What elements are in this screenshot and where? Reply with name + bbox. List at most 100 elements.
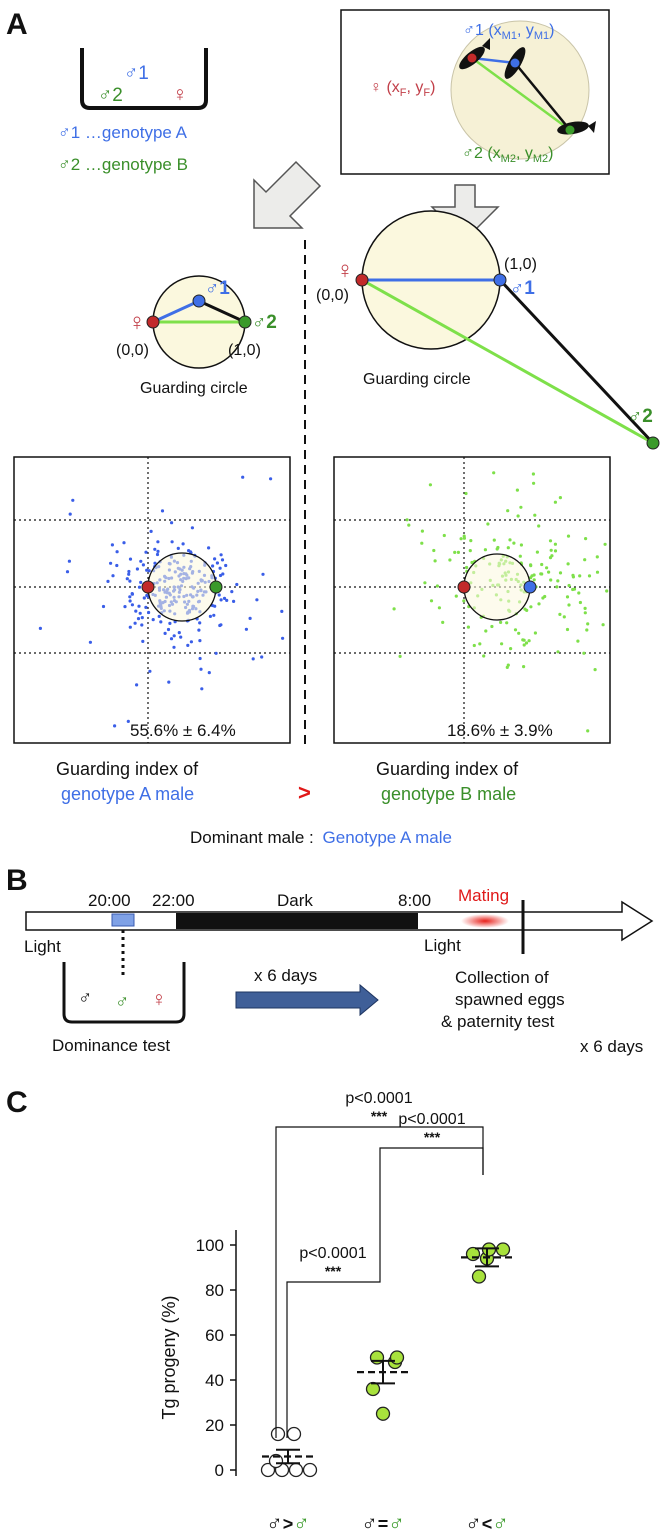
guarding-position-dot <box>540 562 544 567</box>
tank-male2-label: ♂2 <box>98 85 123 106</box>
left-male1-label: ♂1 <box>205 278 230 299</box>
guarding-position-dot <box>224 563 228 568</box>
guarding-position-dot <box>220 558 225 562</box>
guarding-position-dot <box>101 604 106 609</box>
guarding-position-dot <box>519 543 524 547</box>
guarding-position-dot <box>533 513 537 517</box>
guarding-position-dot <box>483 548 487 552</box>
guarding-position-dot <box>531 472 536 476</box>
guarding-position-dot <box>441 620 445 625</box>
guarding-position-dot <box>556 579 560 583</box>
guarding-position-dot <box>513 628 518 632</box>
guarding-position-dot <box>221 572 225 576</box>
y-tick-label: 0 <box>215 1461 224 1480</box>
dominance-test-caption: Dominance test <box>52 1036 170 1055</box>
guarding-position-dot <box>468 549 472 553</box>
guarding-position-dot <box>519 505 523 509</box>
guarding-position-dot <box>620 542 623 545</box>
guarding-position-dot <box>248 616 252 621</box>
guarding-position-dot <box>166 627 171 632</box>
guarding-position-dot <box>663 604 666 607</box>
guarding-position-dot <box>462 599 466 603</box>
guarding-position-dot <box>136 617 141 621</box>
guarding-position-dot <box>155 552 160 557</box>
guarding-position-dot <box>428 483 432 487</box>
guarding-position-dot <box>222 596 227 601</box>
guarding-position-dot <box>128 579 132 583</box>
guarding-position-dot <box>219 598 223 602</box>
guarding-position-dot <box>157 614 161 619</box>
right-male1-label: ♂1 <box>510 278 535 299</box>
guarding-position-dot <box>492 538 496 542</box>
guarding-position-dot <box>527 639 531 643</box>
guarding-position-dot <box>115 550 119 554</box>
data-point <box>495 1242 511 1257</box>
repeat-arrow <box>235 983 379 1017</box>
guarding-position-dot <box>139 580 143 585</box>
guarding-position-dot <box>548 539 553 543</box>
left-male2-label: ♂2 <box>252 312 277 333</box>
y-tick-label: 60 <box>205 1326 224 1345</box>
guarding-position-dot <box>127 572 131 576</box>
guarding-position-dot <box>113 724 117 728</box>
panel-c-label: C <box>6 1086 28 1119</box>
significance-stars: *** <box>424 1129 441 1145</box>
guarding-position-dot <box>556 650 560 654</box>
guarding-position-dot <box>137 604 141 608</box>
guarding-position-dot <box>110 543 114 547</box>
guarding-position-dot <box>432 548 436 553</box>
category-label: ♂>♂ <box>266 1510 310 1535</box>
data-point <box>270 1426 286 1442</box>
panel-b-label: B <box>6 864 28 897</box>
guarding-position-dot <box>230 590 234 594</box>
guarding-position-dot <box>587 574 592 578</box>
guarding-position-dot <box>170 540 174 544</box>
guarding-position-dot <box>140 616 144 620</box>
guarding-position-dot <box>198 621 202 625</box>
arrow-to-right-case <box>430 184 500 242</box>
guarding-position-dot <box>156 540 160 544</box>
collection-line1: Collection of <box>455 968 549 987</box>
y-axis-label: Tg progeny (%) <box>159 1295 179 1419</box>
mating-glow <box>461 914 509 928</box>
guarding-position-dot <box>655 734 658 737</box>
data-point <box>286 1426 302 1442</box>
guarding-position-dot <box>198 656 202 661</box>
guarding-position-dot <box>429 599 434 603</box>
guarding-position-dot <box>423 581 427 585</box>
guarding-position-dot <box>420 541 424 545</box>
guarding-position-dot <box>492 471 496 475</box>
guarding-position-dot <box>263 786 266 789</box>
guarding-position-dot <box>565 595 570 599</box>
guarding-position-dot <box>585 628 589 632</box>
guarding-position-dot <box>549 578 553 582</box>
guarding-position-dot <box>189 640 193 644</box>
guarding-position-dot <box>310 603 313 606</box>
guarding-position-dot <box>518 554 522 558</box>
guarding-position-dot <box>484 629 488 633</box>
guarding-position-dot <box>241 475 245 479</box>
guarding-position-dot <box>170 521 174 525</box>
guarding-position-dot <box>153 561 157 565</box>
dominant-male-line: Dominant male : Genotype A male <box>190 828 452 847</box>
guarding-position-dot <box>106 579 110 584</box>
right-female-label: ♀ <box>336 257 354 284</box>
guarding-position-dot <box>442 533 446 538</box>
guarding-position-dot <box>308 575 311 578</box>
guarding-position-dot <box>515 488 520 492</box>
guarding-position-dot <box>142 596 146 600</box>
guarding-position-dot <box>505 621 509 625</box>
y-tick-label: 20 <box>205 1416 224 1435</box>
guarding-position-dot <box>139 559 143 563</box>
left-guarding-plot: 55.6% ± 6.4% <box>13 456 291 744</box>
tank-male-black: ♂ <box>78 988 92 1009</box>
right-unit-label: (1,0) <box>504 256 537 273</box>
guarding-position-dot <box>214 651 218 655</box>
guarding-position-dot <box>537 602 541 606</box>
guarding-position-dot <box>553 500 558 504</box>
guarding-position-dot <box>169 637 174 641</box>
data-point <box>288 1462 304 1478</box>
guarding-position-dot <box>459 537 463 541</box>
test-window-marker <box>111 913 135 927</box>
guarding-position-dot <box>512 541 516 545</box>
